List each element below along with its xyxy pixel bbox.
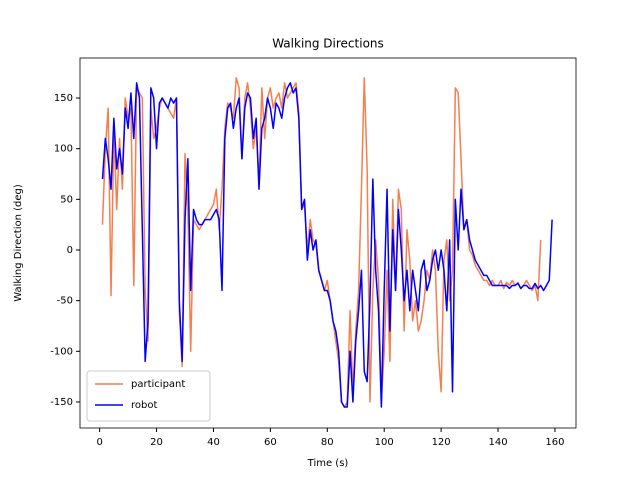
y-tick-label: 150 <box>54 93 73 104</box>
y-tick-label: -150 <box>50 397 73 408</box>
y-tick-label: -50 <box>57 296 73 307</box>
x-tick-label: 40 <box>207 437 220 448</box>
x-tick-label: 60 <box>264 437 277 448</box>
y-tick-label: 0 <box>67 245 73 256</box>
x-tick-label: 120 <box>432 437 451 448</box>
y-tick-label: 50 <box>60 194 73 205</box>
x-tick-label: 20 <box>150 437 163 448</box>
x-tick-label: 100 <box>375 437 394 448</box>
x-tick-label: 80 <box>321 437 334 448</box>
chart-title: Walking Directions <box>272 37 384 51</box>
y-tick-label: 100 <box>54 144 73 155</box>
x-tick-label: 0 <box>96 437 102 448</box>
x-tick-label: 160 <box>545 437 564 448</box>
y-tick-label: -100 <box>50 346 73 357</box>
series-line <box>101 82 553 408</box>
series-line <box>101 77 542 408</box>
x-tick-label: 140 <box>488 437 507 448</box>
legend-label: robot <box>131 400 157 411</box>
plot-frame <box>79 57 577 429</box>
legend-label: participant <box>131 379 185 390</box>
x-axis-label: Time (s) <box>307 458 349 469</box>
y-axis-label: Walking Direction (deg) <box>13 184 24 302</box>
